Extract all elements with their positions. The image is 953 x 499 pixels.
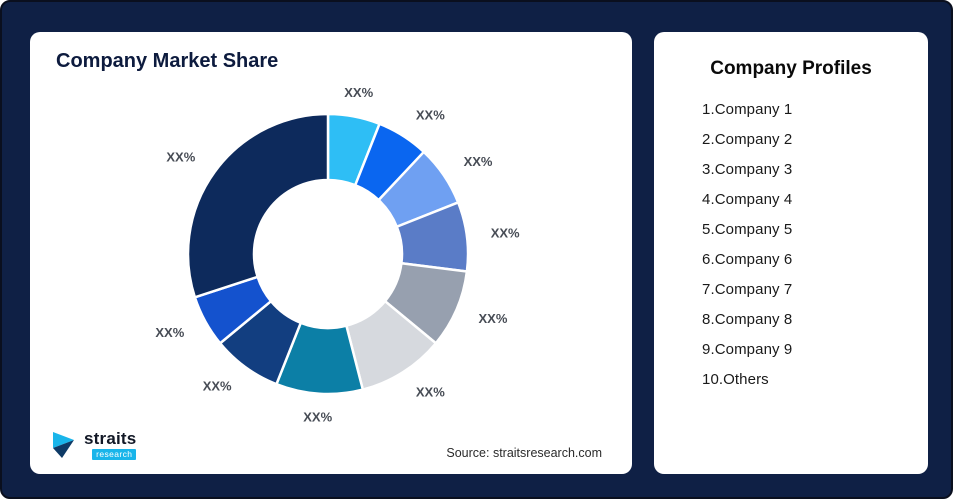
company-list-item: 8.Company 8 (702, 310, 793, 328)
company-list-item: 5.Company 5 (702, 220, 793, 238)
company-list-item: 6.Company 6 (702, 250, 793, 268)
logo-text: straits research (84, 429, 137, 460)
slice-percto-label: XX% (203, 379, 232, 394)
straits-logo-icon (53, 432, 74, 458)
slice-percto-label: XX% (166, 150, 195, 165)
donut-chart: XX% XX% XX% XX% XX% XX% XX% XX% XX% XX% (155, 85, 520, 425)
profiles-title: Company Profiles (710, 58, 872, 79)
slice-percto-label: XX% (464, 154, 493, 169)
market-share-card: Company Market Share XX% XX% XX% XX% XX% XX% X… (30, 32, 632, 474)
slice-percto-label: XX% (344, 85, 373, 100)
company-list-item: 4.Company 4 (702, 190, 793, 208)
company-list-item: 7.Company 7 (702, 280, 793, 298)
donut-slice (186, 112, 330, 299)
chart-title: Company Market Share (56, 50, 279, 72)
company-list: 1.Company 1 2.Company 2 3.Company 3 4.Compa… (654, 94, 928, 394)
slice-percto-label: XX% (491, 225, 520, 240)
slice-percto-label: XX% (479, 311, 508, 326)
logo-brand: straits (84, 429, 137, 449)
company-list-item: 2.Company 2 (702, 130, 793, 148)
slice-percto-label: XX% (303, 410, 332, 425)
company-profiles-card: Company Profiles 1.Company 1 2.Company 2 3… (654, 32, 928, 474)
company-list-item: 10.Others (702, 370, 769, 388)
company-list-item: 3.Company 3 (702, 160, 793, 178)
slice-percto-label: XX% (416, 385, 445, 400)
source-text: Source: straitsresearch.com (446, 446, 602, 460)
company-list-item: 9.Company 9 (702, 340, 793, 358)
company-list-item: 1.Company 1 (702, 100, 793, 118)
slice-percto-label: XX% (416, 108, 445, 123)
straits-research-logo: straits research (52, 429, 137, 460)
logo-sub: research (92, 449, 137, 460)
slice-percto-label: XX% (155, 325, 184, 340)
